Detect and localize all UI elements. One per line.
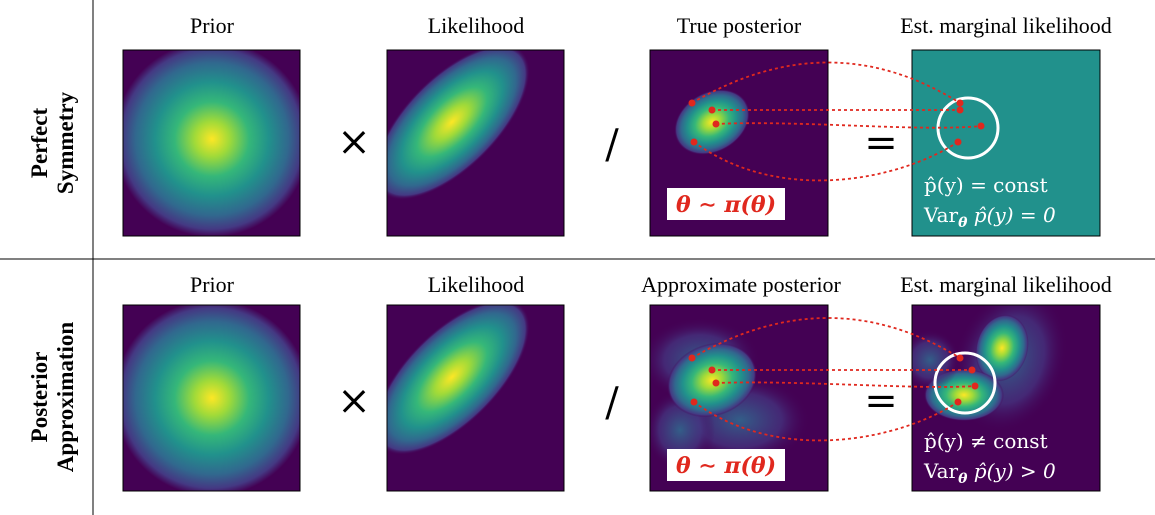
row1-theta-label-box — [667, 188, 785, 220]
row1-sample-arcs — [691, 61, 982, 182]
row2-prior-plot — [123, 305, 300, 491]
row2-est-line1: p̂(y) ≠ const — [924, 429, 1048, 453]
row2-likelihood-plot — [387, 305, 564, 491]
row1-likelihood-title: Likelihood — [428, 13, 525, 38]
times-operator-2: × — [337, 378, 371, 424]
row1-likelihood-plot — [387, 50, 564, 236]
row2-sample-points — [688, 354, 979, 406]
divide-operator-2: / — [605, 380, 619, 426]
row2-theta-label: θ ∼ π(θ) — [676, 453, 776, 479]
row2-posterior-title: Approximate posterior — [641, 272, 841, 297]
row2-likelihood-title: Likelihood — [428, 272, 525, 297]
row2-theta-label-box — [667, 449, 785, 481]
row1-est-line2: Varθ p̂(y) = 0 — [923, 203, 1056, 231]
row1-label-line1: Perfect — [27, 108, 52, 179]
row1-prior-title: Prior — [190, 13, 235, 38]
row2-marginal-title: Est. marginal likelihood — [900, 272, 1112, 297]
row1-prior-plot — [123, 50, 300, 236]
row1-marginal-title: Est. marginal likelihood — [900, 13, 1112, 38]
row2-sample-arcs — [691, 317, 976, 442]
row1-posterior-title: True posterior — [677, 13, 802, 38]
row2-label-line2: Approximation — [53, 322, 78, 473]
row1-label-line2: Symmetry — [53, 91, 78, 194]
row1-sample-points — [688, 99, 985, 146]
times-operator-1: × — [337, 119, 371, 165]
row1-est-line1: p̂(y) = const — [924, 173, 1048, 197]
row2-est-line2: Varθ p̂(y) > 0 — [923, 459, 1056, 487]
row1-theta-label: θ ∼ π(θ) — [676, 192, 776, 218]
row2-marginal-plot — [912, 305, 1100, 491]
divide-operator-1: / — [605, 122, 619, 168]
row2-marginal-circle — [933, 351, 997, 415]
row2-label-line1: Posterior — [27, 352, 52, 443]
row2-prior-title: Prior — [190, 272, 235, 297]
